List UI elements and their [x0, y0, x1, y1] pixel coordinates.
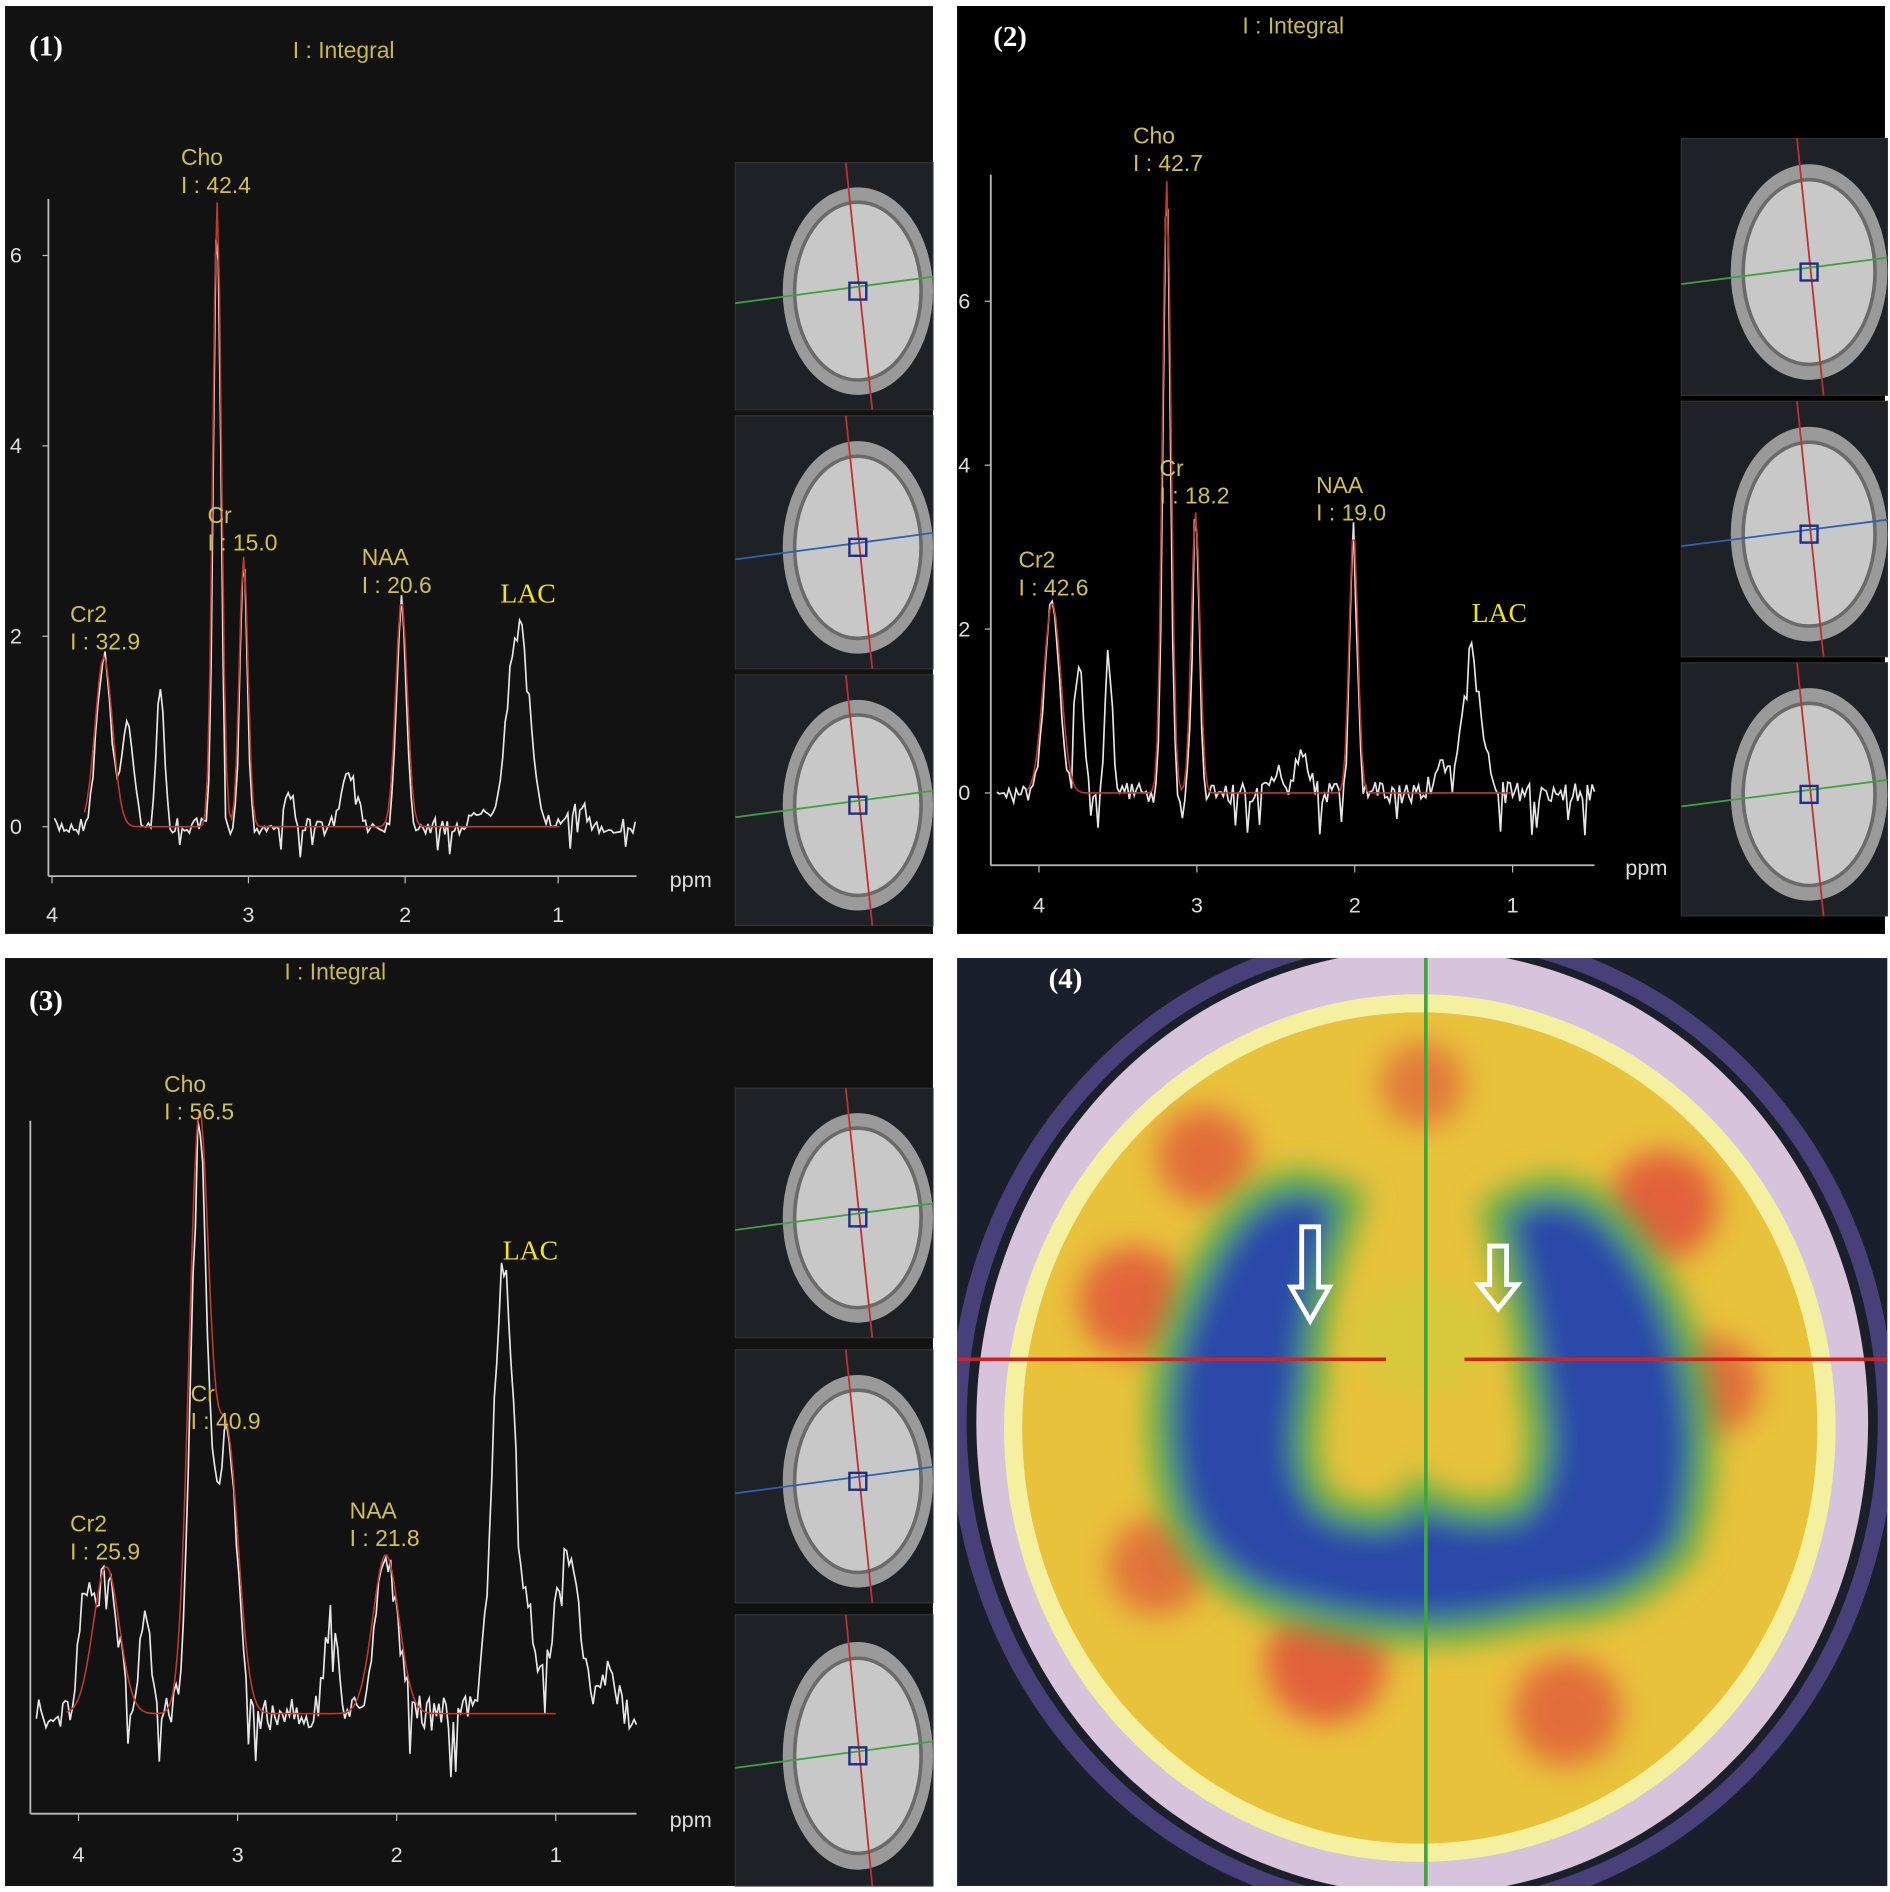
- peak-integral: I : 42.4: [181, 172, 251, 198]
- peak-name: Cr: [191, 1381, 216, 1407]
- pet-panel: (4): [957, 958, 1888, 1886]
- x-tick-label: 3: [1191, 892, 1203, 917]
- mri-brain: [792, 713, 923, 898]
- peak-integral: I : 42.7: [1133, 150, 1203, 176]
- mri-brain: [792, 1388, 923, 1575]
- lac-label: LAC: [500, 578, 555, 609]
- y-tick-label: 2: [10, 624, 22, 649]
- y-tick-label: 4: [958, 452, 970, 477]
- mri-line: [735, 1202, 934, 1231]
- mri-line: [735, 275, 934, 305]
- lac-label: LAC: [1472, 597, 1527, 628]
- header: I : Integral: [284, 959, 386, 985]
- voxel-box: [848, 795, 868, 815]
- mri-brain: [792, 200, 923, 382]
- x-unit: ppm: [670, 867, 712, 892]
- voxel-box: [1799, 262, 1819, 282]
- y-tick-label: 6: [10, 243, 22, 268]
- lac-label: LAC: [503, 1234, 558, 1265]
- x-unit: ppm: [1625, 855, 1667, 880]
- peak-integral: I : 32.9: [70, 629, 140, 655]
- peak-integral: I : 40.9: [191, 1408, 261, 1434]
- peak-integral: I : 18.2: [1160, 483, 1230, 509]
- x-tick-label: 1: [1507, 892, 1519, 917]
- panel-label: (4): [1049, 963, 1083, 995]
- peak-integral: I : 21.8: [350, 1525, 420, 1551]
- x-tick-label: 2: [391, 1842, 403, 1867]
- y-tick-label: 2: [958, 616, 970, 641]
- peak-name: Cho: [1133, 122, 1175, 148]
- voxel-box: [848, 1208, 868, 1228]
- voxel-box: [848, 281, 868, 301]
- y-tick-label: 4: [10, 433, 22, 458]
- mri-brain: [1741, 177, 1877, 367]
- x-tick-label: 2: [399, 902, 411, 927]
- spectrum: [53, 239, 637, 858]
- mri-brain: [792, 1656, 923, 1856]
- x-tick-label: 3: [242, 902, 254, 927]
- peak-name: Cr2: [70, 1511, 107, 1537]
- panel-label: (3): [29, 985, 63, 1017]
- x-tick-label: 1: [550, 1842, 562, 1867]
- x-tick-label: 3: [232, 1842, 244, 1867]
- y-tick-label: 0: [10, 814, 22, 839]
- x-tick-label: 4: [1033, 892, 1045, 917]
- peak-integral: I : 19.0: [1316, 500, 1386, 526]
- spectrum: [35, 1120, 638, 1778]
- mri-line: [1681, 518, 1888, 548]
- peak-name: Cr2: [70, 601, 107, 627]
- mri-brain: [792, 1126, 923, 1310]
- voxel-box: [848, 1746, 868, 1766]
- fit-curve: [1026, 180, 1512, 794]
- peak-name: Cho: [181, 144, 223, 170]
- voxel-box: [848, 1471, 868, 1491]
- y-tick-label: 6: [958, 289, 970, 314]
- fit-curve: [66, 1110, 556, 1715]
- mri-brain: [792, 454, 923, 641]
- peak-integral: I : 25.9: [70, 1538, 140, 1564]
- fit-curve: [83, 202, 560, 828]
- y-tick-label: 0: [958, 780, 970, 805]
- x-tick-label: 1: [552, 902, 564, 927]
- x-tick-label: 4: [46, 902, 58, 927]
- peak-integral: I : 15.0: [207, 530, 277, 556]
- mri-line: [735, 1740, 934, 1769]
- voxel-box: [1799, 784, 1819, 805]
- mri-line: [735, 531, 934, 561]
- x-unit: ppm: [670, 1807, 712, 1832]
- mri-brain: [1741, 440, 1877, 628]
- peak-name: Cr: [207, 502, 232, 528]
- peak-name: Cr: [1160, 455, 1185, 481]
- panel-label: (2): [993, 21, 1027, 53]
- spectrum: [996, 208, 1596, 836]
- x-tick-label: 4: [73, 1842, 85, 1867]
- mri-line: [1681, 256, 1888, 286]
- peak-name: NAA: [1316, 472, 1364, 498]
- x-tick-label: 2: [1349, 892, 1361, 917]
- mri-brain: [1741, 701, 1877, 888]
- mri-line: [1681, 779, 1888, 808]
- peak-integral: I : 56.5: [164, 1099, 234, 1125]
- mri-line: [735, 789, 934, 819]
- header: I : Integral: [1242, 13, 1344, 39]
- peak-name: NAA: [350, 1497, 398, 1523]
- peak-name: Cho: [164, 1071, 206, 1097]
- voxel-box: [848, 537, 868, 557]
- panel-label: (1): [29, 30, 63, 62]
- header: I : Integral: [293, 37, 395, 63]
- mri-line: [735, 1465, 934, 1495]
- voxel-box: [1799, 524, 1819, 544]
- peak-integral: I : 42.6: [1019, 574, 1089, 600]
- peak-name: NAA: [362, 544, 410, 570]
- peak-integral: I : 20.6: [362, 572, 432, 598]
- peak-name: Cr2: [1019, 547, 1056, 573]
